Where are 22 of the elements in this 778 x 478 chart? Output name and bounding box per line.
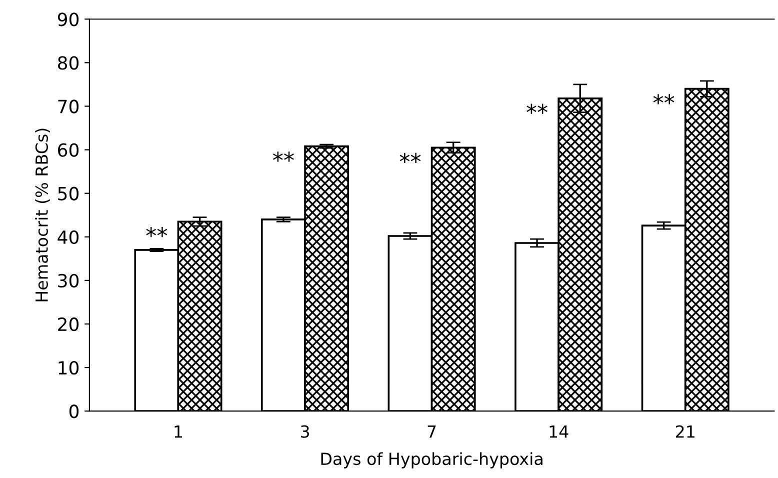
x-tick-label: 14 [550,425,568,438]
annotation: ** [526,104,548,114]
y-tick-label: 80 [58,56,79,70]
y-tick-label: 0 [69,404,79,418]
y-tick-label: 10 [58,360,79,375]
x-tick-label: 21 [676,425,694,438]
x-axis-title: Days of Hypobaric-hypoxia [321,452,542,468]
annotation: ** [146,226,168,238]
x-tick-label: 1 [174,425,182,438]
y-tick-label: 40 [58,230,79,244]
y-axis-title: Hematocrit (% RBCs) [35,128,50,302]
y-tick-label: 90 [58,12,79,26]
annotation: ** [400,152,421,164]
y-tick-label: 50 [58,186,79,200]
annotation: ** [653,94,674,104]
annotation: ** [273,152,294,162]
y-tick-label: 60 [58,143,79,157]
x-tick-label: 3 [300,425,309,438]
y-tick-label: 30 [58,274,79,288]
y-tick-label: 20 [58,317,79,332]
y-tick-label: 70 [58,100,79,114]
x-tick-label: 7 [428,425,436,438]
